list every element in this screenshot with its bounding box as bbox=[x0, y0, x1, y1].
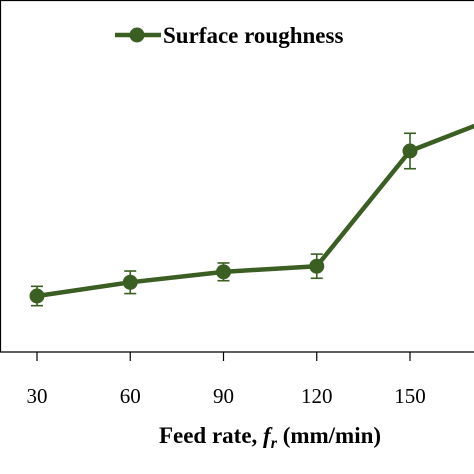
x-axis-label-subscript: r bbox=[271, 435, 278, 452]
data-point bbox=[309, 258, 325, 274]
plot-frame bbox=[0, 0, 474, 353]
x-tick-label: 90 bbox=[213, 384, 234, 408]
x-tick-label: 120 bbox=[301, 384, 333, 408]
legend-label: Surface roughness bbox=[163, 23, 343, 48]
x-axis-label-suffix: (mm/min) bbox=[277, 423, 381, 448]
x-tick-label: 60 bbox=[120, 384, 141, 408]
legend: Surface roughness bbox=[115, 23, 343, 48]
data-point bbox=[402, 143, 418, 159]
x-tick-label: 30 bbox=[27, 384, 48, 408]
x-axis-ticks: 30 60 90 120 150 bbox=[27, 352, 426, 408]
data-point bbox=[29, 288, 45, 304]
x-axis-label-prefix: Feed rate, bbox=[159, 423, 263, 448]
data-point bbox=[122, 274, 138, 290]
x-axis-label-variable: f bbox=[263, 423, 273, 448]
legend-point-marker bbox=[129, 27, 145, 43]
data-point bbox=[216, 264, 231, 280]
x-axis-label: Feed rate, fr (mm/min) bbox=[159, 423, 381, 452]
series-line bbox=[36, 123, 474, 299]
x-tick-label: 150 bbox=[394, 384, 426, 408]
series-surface-roughness bbox=[29, 123, 474, 307]
